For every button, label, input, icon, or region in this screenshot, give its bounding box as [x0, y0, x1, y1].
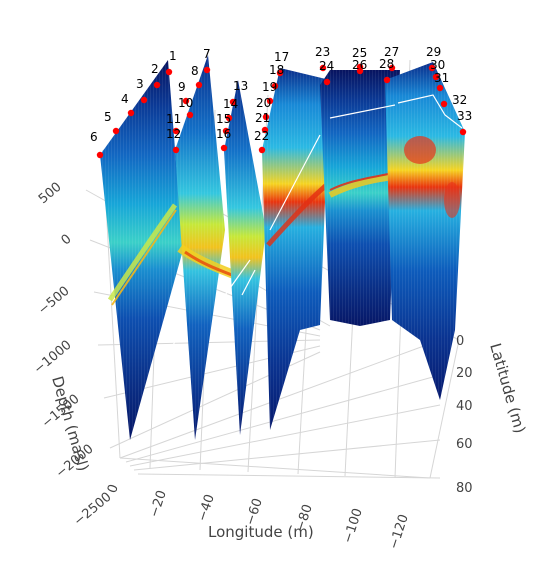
- well-label-6: 6: [90, 130, 98, 144]
- well-label-32: 32: [452, 93, 467, 107]
- x-tick-label: −20: [147, 489, 170, 520]
- x-tick-label: −120: [387, 513, 412, 552]
- well-marker-19: [266, 97, 274, 105]
- well-label-10: 10: [178, 96, 193, 110]
- section-panel-3: [224, 80, 266, 435]
- well-marker-20: [262, 113, 270, 121]
- z-tick-label: −2500: [71, 490, 114, 530]
- z-tick-label: 500: [36, 180, 65, 207]
- well-marker-11: [172, 127, 180, 135]
- z-tick-label: −1000: [31, 338, 74, 378]
- well-marker-23: [319, 64, 327, 72]
- well-label-27: 27: [384, 45, 399, 59]
- well-label-33: 33: [457, 109, 472, 123]
- well-label-24: 24: [319, 59, 334, 73]
- well-label-17: 17: [274, 50, 289, 64]
- z-tick-label: 0: [59, 232, 75, 249]
- well-label-14: 14: [223, 97, 238, 111]
- y-axis-ticks: 0 20 40 60 80: [456, 334, 473, 496]
- well-label-4: 4: [121, 92, 129, 106]
- well-marker-13: [229, 98, 237, 106]
- well-label-31: 31: [434, 71, 449, 85]
- well-label-19: 19: [262, 80, 277, 94]
- well-marker-7: [203, 66, 211, 74]
- well-label-23: 23: [315, 45, 330, 59]
- well-markers: 1234567891011121314151617181920212223242…: [90, 45, 472, 159]
- well-label-30: 30: [430, 58, 445, 72]
- section-panel-1: [100, 60, 183, 440]
- well-marker-5: [112, 127, 120, 135]
- x-tick-label: −100: [341, 507, 366, 546]
- fence-sections: [100, 55, 465, 440]
- well-marker-3: [140, 96, 148, 104]
- y-tick-label: 40: [456, 399, 473, 414]
- well-label-29: 29: [426, 45, 441, 59]
- well-marker-17: [276, 69, 284, 77]
- well-label-26: 26: [352, 58, 367, 72]
- well-marker-18: [271, 82, 279, 90]
- well-label-7: 7: [203, 47, 211, 61]
- well-marker-24: [323, 78, 331, 86]
- well-label-22: 22: [254, 129, 269, 143]
- well-marker-15: [222, 127, 230, 135]
- well-label-11: 11: [166, 112, 181, 126]
- y-tick-label: 0: [456, 334, 464, 349]
- well-label-5: 5: [104, 110, 112, 124]
- well-marker-30: [432, 73, 440, 81]
- y-tick-label: 60: [456, 437, 473, 452]
- well-marker-27: [388, 64, 396, 72]
- well-marker-8: [195, 81, 203, 89]
- well-marker-1: [165, 68, 173, 76]
- well-label-3: 3: [136, 77, 144, 91]
- well-label-1: 1: [169, 49, 177, 63]
- well-marker-12: [172, 146, 180, 154]
- z-tick-label: −500: [36, 284, 73, 318]
- well-label-18: 18: [269, 63, 284, 77]
- well-label-20: 20: [256, 96, 271, 110]
- well-marker-6: [96, 151, 104, 159]
- well-label-25: 25: [352, 46, 367, 60]
- well-label-21: 21: [255, 111, 270, 125]
- well-label-15: 15: [216, 112, 231, 126]
- well-marker-14: [225, 114, 233, 122]
- well-marker-9: [182, 97, 190, 105]
- well-label-8: 8: [191, 64, 199, 78]
- well-label-13: 13: [233, 79, 248, 93]
- well-marker-28: [383, 76, 391, 84]
- x-tick-label: −40: [195, 493, 218, 524]
- well-marker-33: [459, 128, 467, 136]
- well-marker-2: [153, 81, 161, 89]
- well-marker-32: [440, 100, 448, 108]
- well-trace-line: [169, 94, 463, 351]
- well-label-2: 2: [151, 62, 159, 76]
- section-panel-6: [385, 62, 465, 400]
- well-marker-31: [436, 84, 444, 92]
- well-marker-4: [127, 109, 135, 117]
- x-axis-title: Longitude (m): [208, 523, 314, 541]
- y-tick-label: 80: [456, 481, 473, 496]
- y-tick-label: 20: [456, 366, 473, 381]
- well-label-12: 12: [166, 127, 181, 141]
- well-label-16: 16: [216, 127, 231, 141]
- y-axis-title: Latitude (m): [486, 341, 529, 435]
- well-marker-21: [261, 126, 269, 134]
- well-marker-26: [356, 67, 364, 75]
- well-marker-29: [428, 64, 436, 72]
- well-label-9: 9: [178, 80, 186, 94]
- well-marker-22: [258, 146, 266, 154]
- well-marker-16: [220, 144, 228, 152]
- well-label-28: 28: [379, 57, 394, 71]
- well-marker-10: [186, 111, 194, 119]
